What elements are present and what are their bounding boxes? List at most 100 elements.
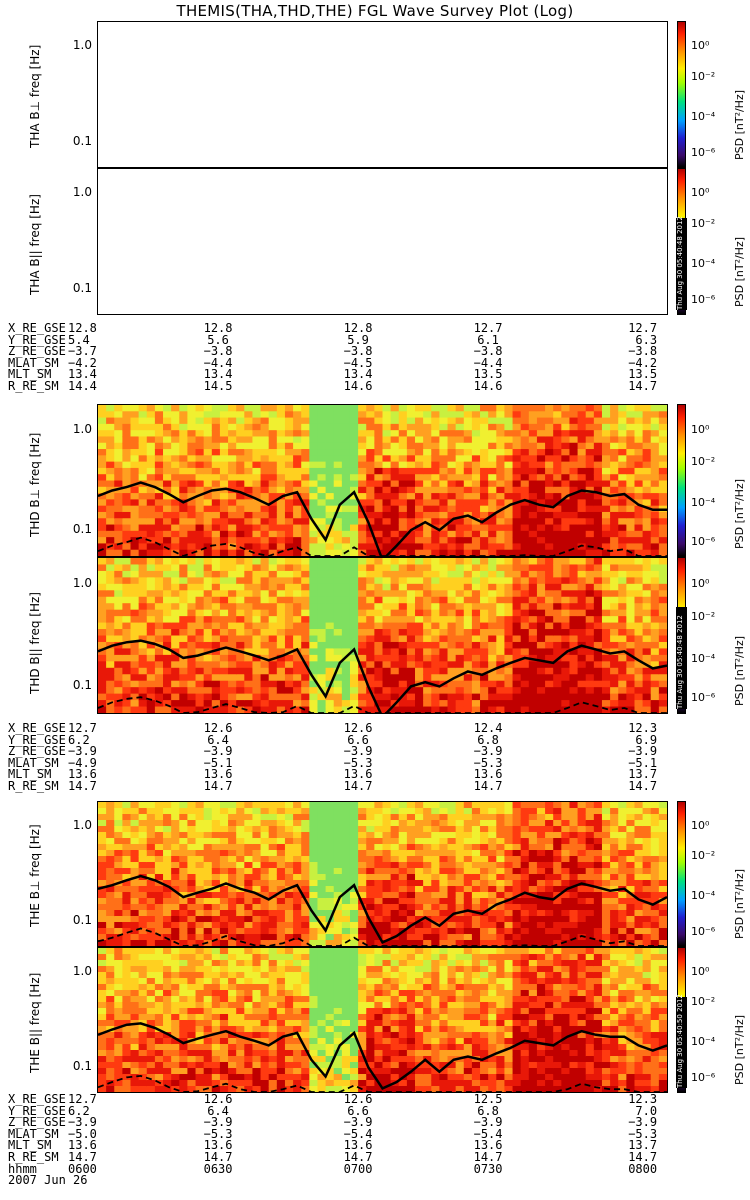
psd-cell [98,802,107,809]
psd-cell [455,892,465,899]
psd-cell [244,417,254,425]
colorbar-tick-label: 10⁻⁴ [691,256,716,270]
psd-cell [504,687,514,695]
psd-cell [211,820,221,827]
psd-cell [561,616,571,624]
psd-cell [455,596,465,604]
psd-cell [317,832,327,839]
psd-cell [195,826,205,833]
psd-cell [406,814,416,821]
psd-cell [610,856,619,863]
psd-cell [106,577,115,585]
psd-cell [154,856,164,863]
psd-cell [488,910,497,917]
psd-cell [171,808,180,815]
psd-cell [179,832,189,839]
psd-cell [179,892,189,899]
psd-cell [333,862,343,869]
psd-cell [236,622,245,630]
psd-cell [496,934,506,941]
psd-cell [130,654,140,662]
psd-cell [106,892,115,899]
psd-cell [577,543,587,551]
psd-cell [98,674,107,682]
psd-cell [471,442,481,450]
psd-cell [390,524,400,532]
psd-cell [447,850,457,857]
psd-cell [163,862,172,869]
psd-cell [423,530,432,538]
psd-cell [195,430,205,438]
psd-cell [309,654,319,662]
psd-cell [293,480,302,488]
psd-cell [195,814,205,821]
psd-cell [228,916,237,923]
psd-cell [203,856,213,863]
psd-cell [171,583,180,591]
psd-cell [203,641,213,650]
psd-cell [349,524,359,532]
psd-cell [536,687,546,695]
psd-cell [195,868,205,875]
psd-cell [325,904,335,911]
psd-cell [130,862,140,869]
psd-cell [585,616,595,624]
psd-cell [488,524,497,532]
psd-cell [480,654,489,662]
psd-cell [415,417,424,425]
psd-cell [561,687,571,695]
psd-cell [252,904,262,911]
psd-cell [284,549,294,556]
psd-cell [610,661,619,669]
psd-cell [650,467,660,475]
psd-cell [203,461,213,469]
psd-cell [187,411,197,419]
psd-cell [561,674,571,682]
psd-cell [650,486,660,494]
psd-cell [219,577,229,585]
psd-cell [528,898,538,905]
psd-cell [146,808,156,815]
psd-cell [366,455,375,463]
psd-cell [349,922,359,929]
psd-cell [374,530,384,538]
psd-cell [512,577,522,585]
psd-cell [114,480,123,488]
psd-cell [179,449,189,456]
psd-cell [260,629,270,637]
psd-cell [545,405,554,412]
psd-cell [236,808,245,815]
psd-cell [585,856,595,863]
psd-cell [601,570,611,578]
psd-cell [333,916,343,923]
psd-cell [658,583,667,591]
psd-cell [471,814,481,821]
psd-cell [610,442,619,450]
psd-cell [187,820,197,827]
psd-cell [382,904,392,911]
psd-cell [309,474,319,482]
psd-cell [480,808,489,815]
psd-cell [577,467,587,475]
psd-cell [211,674,221,682]
psd-cell [138,687,148,695]
psd-cell [496,622,506,630]
psd-cell [211,648,221,656]
psd-cell [569,436,579,444]
psd-cell [349,868,359,875]
psd-cell [610,616,619,624]
psd-cell [252,461,262,469]
psd-cell [244,616,254,624]
psd-cell [398,430,408,438]
psd-cell [195,411,205,419]
psd-cell [463,505,473,513]
timestamp-stamp: Thu Aug 30 05:40:48 2012 [676,216,687,310]
psd-cell [536,826,546,833]
psd-cell [528,558,538,566]
psd-cell [130,511,140,519]
psd-cell [219,590,229,598]
psd-cell [366,405,375,412]
psd-cell [382,480,392,488]
psd-cell [398,480,408,488]
psd-cell [171,916,180,923]
